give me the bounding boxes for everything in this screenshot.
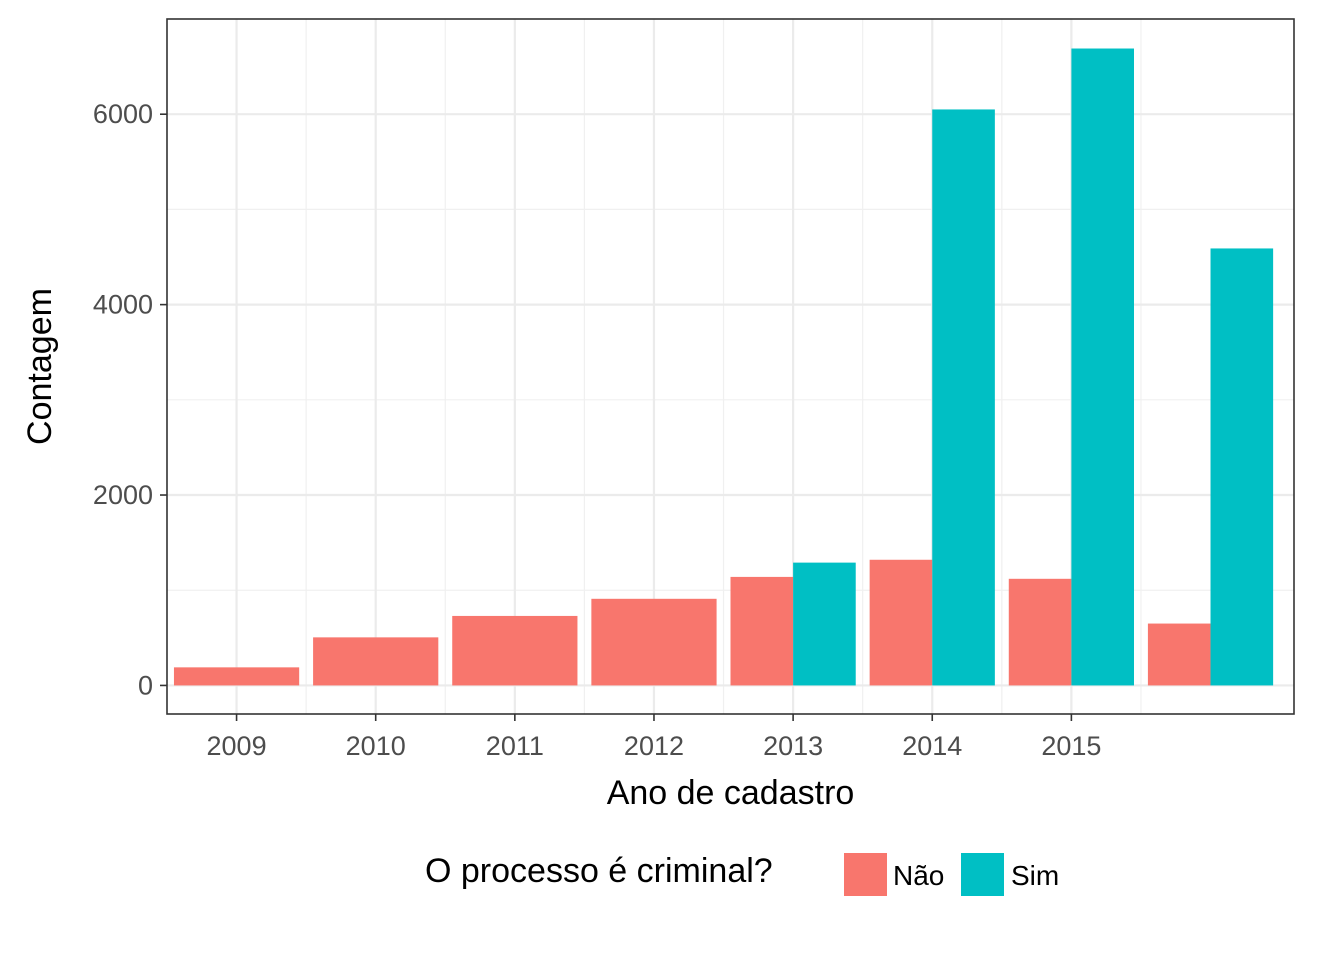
bar-nao-0 — [173, 667, 300, 686]
x-tick-label: 2012 — [624, 731, 684, 761]
bar-nao-6 — [1008, 578, 1072, 686]
bar-nao-3 — [591, 598, 717, 686]
minor-gridlines — [167, 19, 1294, 714]
x-tick-label: 2013 — [763, 731, 823, 761]
x-tick-label: 2014 — [902, 731, 962, 761]
x-tick-label: 2015 — [1041, 731, 1101, 761]
y-tick-label: 2000 — [93, 480, 153, 510]
legend-key-nao — [844, 853, 887, 896]
legend-key-sim — [961, 853, 1004, 896]
bar-sim-3 — [1210, 248, 1274, 686]
bars — [173, 48, 1274, 686]
bar-sim-1 — [932, 109, 995, 686]
bar-nao-7 — [1147, 623, 1211, 686]
tick-labels: 0 2000 4000 6000 2009 2010 2011 2012 2013 2014 201… — [93, 99, 1101, 761]
bar-nao-5 — [869, 559, 933, 686]
x-tick-label: 2011 — [486, 731, 544, 761]
bar-sim-0 — [793, 562, 856, 686]
x-tick-label: 2010 — [346, 731, 406, 761]
legend: O processo é criminal? Não Sim — [425, 852, 1059, 896]
bar-nao-4 — [730, 576, 794, 686]
y-tick-label: 6000 — [93, 99, 153, 129]
y-axis-title: Contagem — [21, 288, 59, 445]
y-tick-label: 4000 — [93, 290, 153, 320]
y-tick-label: 0 — [138, 670, 153, 700]
legend-label-sim: Sim — [1011, 860, 1059, 891]
bar-nao-2 — [452, 615, 578, 686]
legend-label-nao: Não — [893, 860, 944, 891]
x-axis-title: Ano de cadastro — [607, 774, 855, 812]
bar-sim-2 — [1071, 48, 1134, 686]
legend-title: O processo é criminal? — [425, 852, 773, 890]
plot-panel-border — [166, 18, 1295, 715]
bar-nao-1 — [313, 637, 439, 686]
x-tick-label: 2009 — [207, 731, 267, 761]
axis-ticks — [160, 113, 1073, 721]
